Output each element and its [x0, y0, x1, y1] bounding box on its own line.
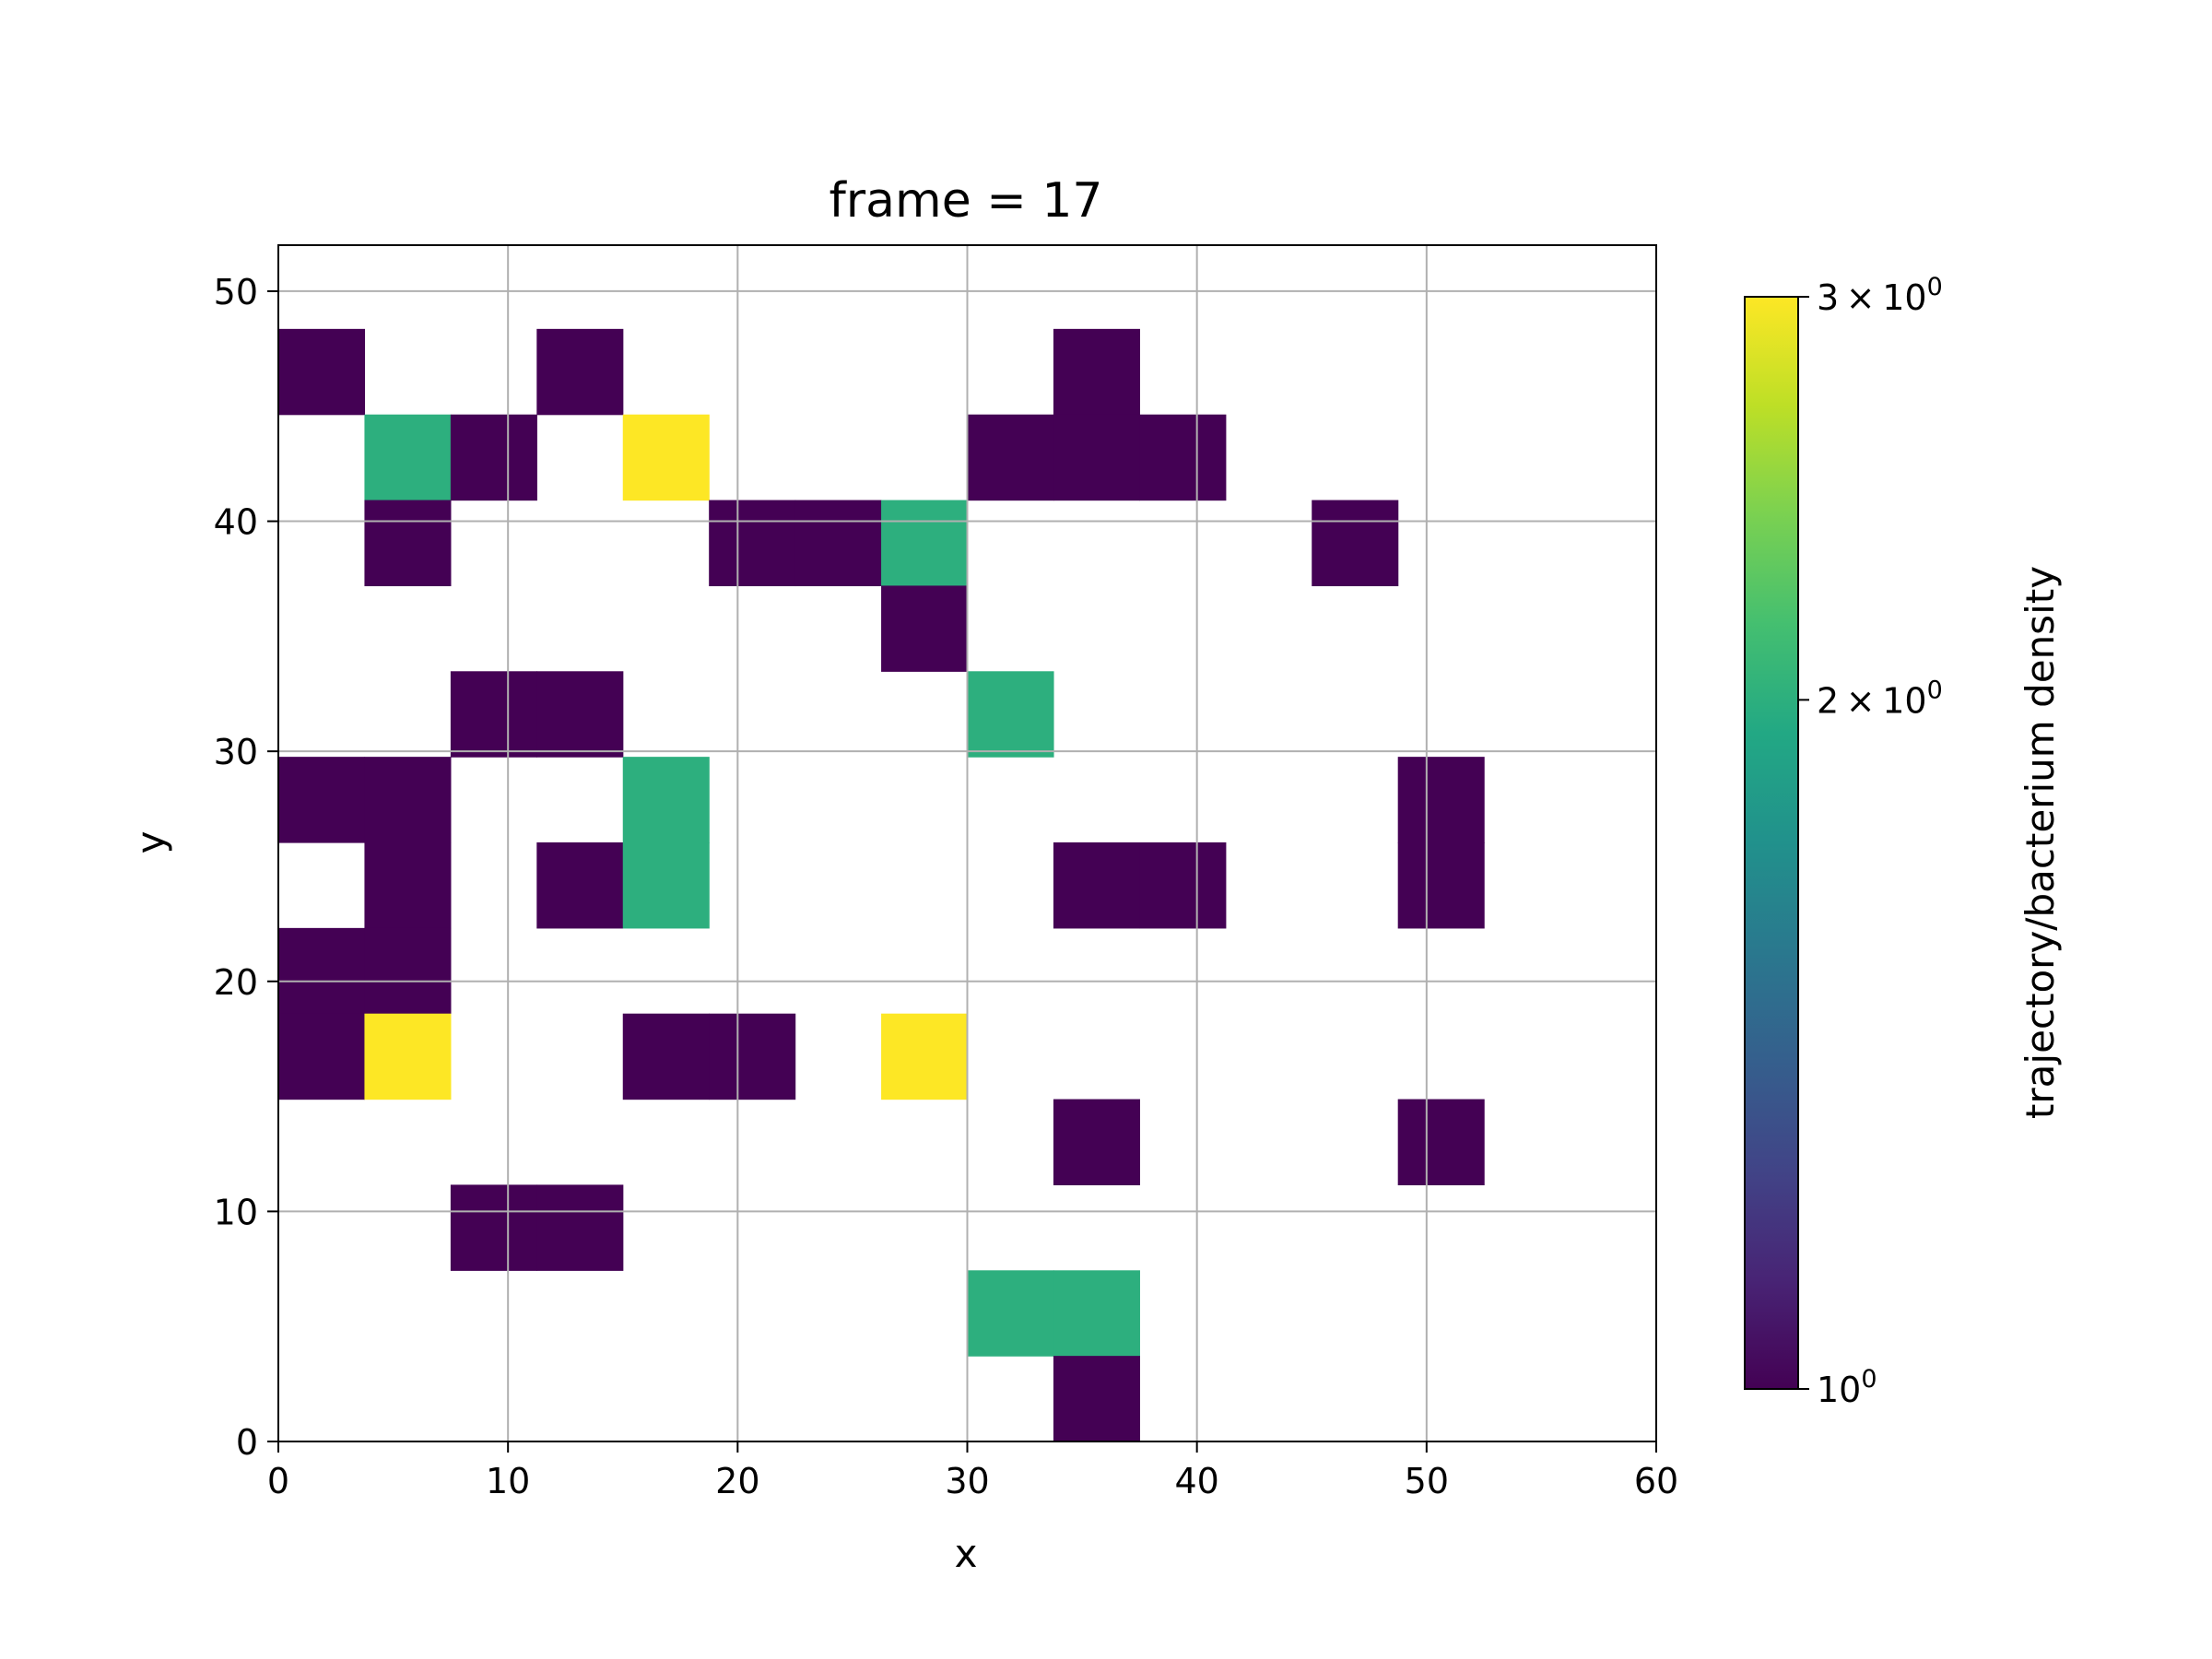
- heatmap-cell: [622, 757, 710, 843]
- heatmap-cell: [278, 328, 366, 416]
- x-tick-label: 0: [267, 1461, 289, 1501]
- heatmap-cell: [709, 500, 796, 587]
- heatmap-cell: [709, 1013, 796, 1100]
- y-axis-ticks: 0 10 20 30 40 50: [214, 272, 278, 1463]
- y-axis-label: y: [128, 831, 173, 854]
- colorbar-label: trajectory/bacterium density: [2018, 566, 2063, 1119]
- colorbar-tick-label: 100: [1817, 1365, 1877, 1410]
- y-tick-label: 20: [214, 962, 258, 1003]
- colorbar-ticks: 3 × 100 2 × 100 100: [1798, 273, 1943, 1410]
- heatmap-cell: [278, 757, 366, 843]
- x-tick-label: 50: [1405, 1461, 1449, 1501]
- x-tick-label: 20: [715, 1461, 759, 1501]
- heatmap-cell: [450, 414, 537, 501]
- heatmap-cell: [967, 414, 1054, 501]
- x-axis-label: x: [955, 1531, 978, 1576]
- heatmap-cell: [364, 927, 452, 1015]
- heatmap-cell: [1053, 842, 1140, 929]
- heatmap-cell: [1139, 842, 1227, 929]
- y-tick-label: 40: [214, 502, 258, 543]
- heatmap-cell: [278, 927, 366, 1015]
- heatmap-cell: [364, 842, 452, 929]
- heatmap-cell: [536, 1184, 624, 1271]
- heatmap-cell: [881, 585, 969, 672]
- heatmap-cell: [1397, 1099, 1485, 1186]
- heatmap-cell: [1312, 500, 1399, 587]
- heatmap-cell: [1053, 1356, 1140, 1442]
- x-axis-ticks: 0 10 20 30 40 50 60: [267, 1441, 1678, 1501]
- heatmap-cell: [881, 1013, 969, 1100]
- heatmap-cell: [1397, 757, 1485, 843]
- heatmap-cell: [1053, 1270, 1140, 1357]
- heatmap-cell: [364, 414, 452, 501]
- heatmap-cell: [967, 671, 1054, 758]
- y-tick-label: 30: [214, 732, 258, 772]
- heatmap-cell: [536, 842, 624, 929]
- heatmap-cell: [1053, 414, 1140, 501]
- heatmap-cell: [536, 328, 624, 416]
- heatmap-cell: [450, 1184, 537, 1271]
- heatmap-cell: [364, 500, 452, 587]
- colorbar: [1744, 296, 1799, 1390]
- heatmap-cells: [278, 328, 1485, 1442]
- heatmap-cell: [881, 500, 969, 587]
- heatmap-cell: [450, 671, 537, 758]
- heatmap-cell: [967, 1270, 1054, 1357]
- y-tick-label: 10: [214, 1192, 258, 1232]
- heatmap-cell: [1139, 414, 1227, 501]
- colorbar-tick-label: 2 × 100: [1817, 676, 1943, 721]
- heatmap-cell: [794, 500, 882, 587]
- y-tick-label: 50: [214, 272, 258, 312]
- heatmap-cell: [364, 757, 452, 843]
- heatmap-cell: [536, 671, 624, 758]
- x-tick-label: 40: [1174, 1461, 1218, 1501]
- colorbar-tick-label: 3 × 100: [1817, 273, 1943, 318]
- heatmap-cell: [278, 1013, 366, 1100]
- heatmap-cell: [1053, 1099, 1140, 1186]
- heatmap-cell: [622, 1013, 710, 1100]
- x-tick-label: 60: [1634, 1461, 1678, 1501]
- heatmap-cell: [364, 1013, 452, 1100]
- chart-title: frame = 17: [830, 173, 1103, 229]
- heatmap-cell: [1397, 842, 1485, 929]
- heatmap-cell: [622, 842, 710, 929]
- y-tick-label: 0: [236, 1422, 258, 1463]
- x-tick-label: 30: [945, 1461, 989, 1501]
- heatmap-cell: [1053, 328, 1140, 416]
- x-tick-label: 10: [486, 1461, 530, 1501]
- heatmap-cell: [622, 414, 710, 501]
